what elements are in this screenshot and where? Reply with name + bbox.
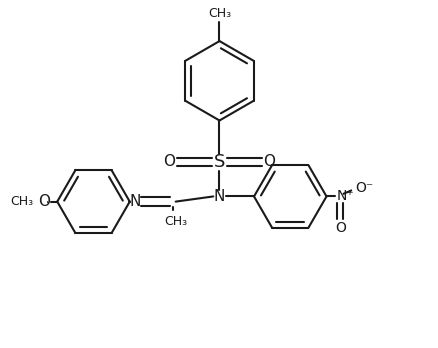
Text: CH₃: CH₃ [10,195,33,208]
Text: N: N [213,189,225,204]
Text: CH₃: CH₃ [164,215,187,228]
Text: O⁻: O⁻ [354,181,373,195]
Text: O: O [263,155,275,169]
Text: N⁺: N⁺ [336,189,353,204]
Text: O: O [334,221,345,235]
Text: N: N [129,194,140,209]
Text: O: O [38,194,49,209]
Text: O: O [163,155,175,169]
Text: S: S [213,153,225,171]
Text: CH₃: CH₃ [208,7,230,21]
